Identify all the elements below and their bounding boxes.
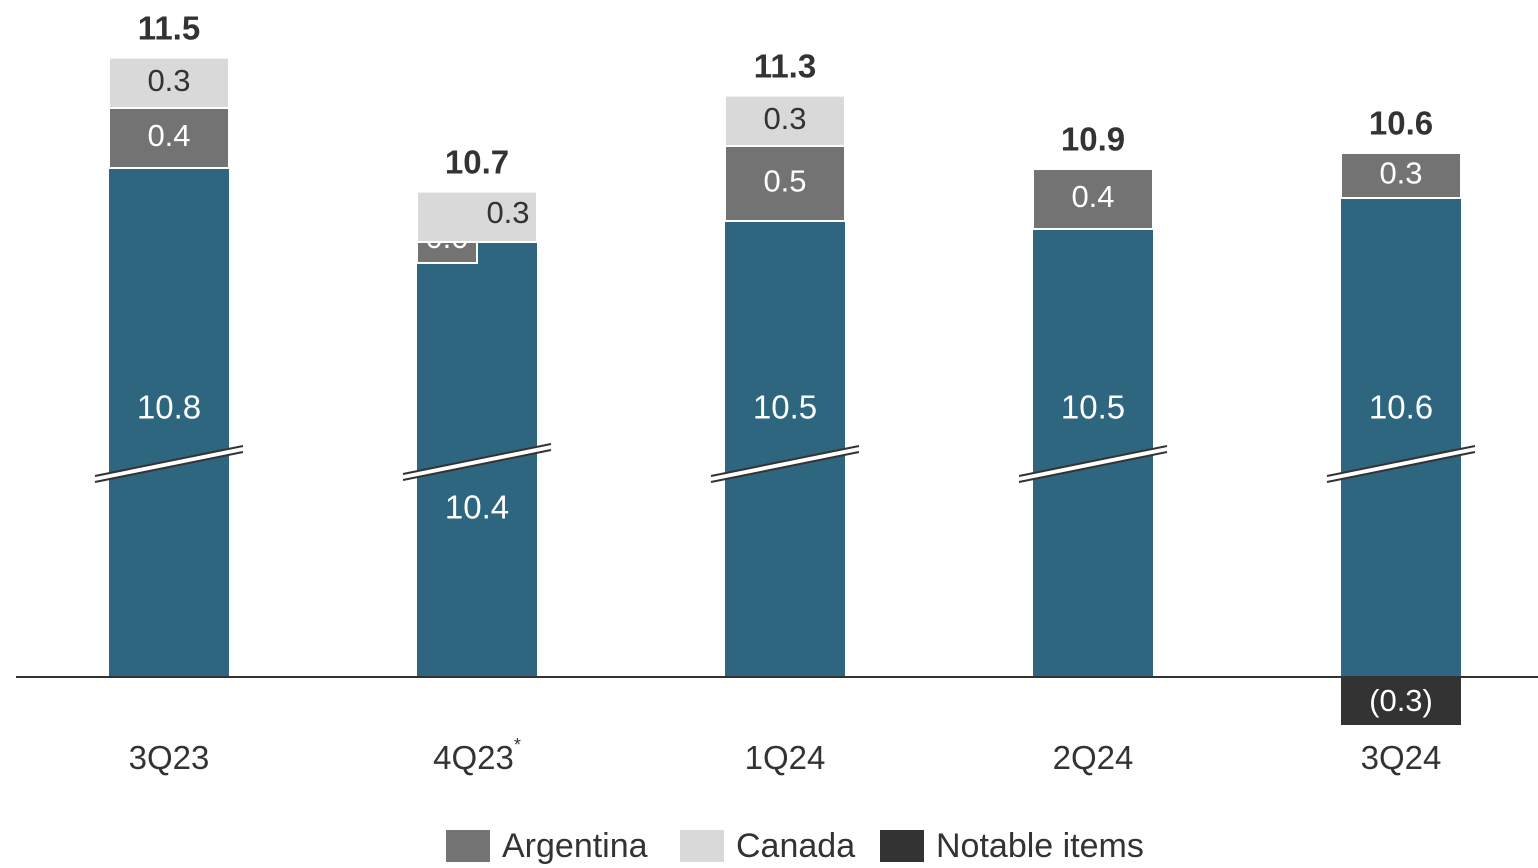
data-label-core-3q23: 10.8 [137, 389, 201, 426]
total-label-3q23: 11.5 [138, 9, 200, 46]
legend-label-argentina: Argentina [502, 826, 648, 865]
data-label-core-1q24: 10.5 [753, 389, 817, 426]
legend-swatch-argentina [446, 830, 490, 862]
bar-core-1q24 [725, 221, 845, 677]
axis-break-gap-2q24 [1019, 446, 1167, 482]
axis-break-line-upper-1q24 [710, 445, 860, 477]
x-tick-label-3q24: 3Q24 [1361, 739, 1442, 776]
axis-break-line-upper-2q24 [1018, 445, 1168, 477]
legend-label-canada: Canada [736, 826, 856, 865]
axis-break-line-upper-4q23 [402, 443, 552, 475]
x-tick-label-3q23: 3Q23 [129, 739, 210, 776]
axis-break-line-upper-3q23 [94, 445, 244, 477]
axis-break-gap-3q24 [1327, 446, 1475, 482]
bar-canada-1q24 [724, 94, 846, 147]
data-label-core-2q24: 10.5 [1061, 389, 1125, 426]
bar-canada-4q23 [416, 190, 538, 244]
axis-break-gap-1q24 [711, 446, 859, 482]
bar-core-3q23 [109, 168, 229, 677]
x-tick-label-1q24: 1Q24 [745, 739, 826, 776]
data-label-canada-4q23: 0.3 [486, 195, 529, 230]
bar-notable-items-3q24 [1341, 677, 1461, 725]
legend-item-notable-items: Notable items [880, 826, 1144, 865]
axis-break-line-lower-4q23 [402, 449, 552, 481]
axis-break-line-lower-1q24 [710, 451, 860, 483]
data-label-notable-items-3q24: (0.3) [1369, 683, 1433, 718]
bar-core-3q24 [1341, 198, 1461, 677]
axis-break-gap-4q23 [403, 444, 551, 480]
bar-canada-3q23 [108, 56, 230, 109]
data-label-core-4q23: 10.4 [445, 489, 509, 526]
axis-break-line-lower-2q24 [1018, 451, 1168, 483]
total-label-2q24: 10.9 [1061, 121, 1125, 158]
data-label-argentina-1q24: 0.5 [763, 164, 806, 199]
axis-break-line-lower-3q23 [94, 451, 244, 483]
bar-argentina-1q24 [724, 145, 846, 222]
axis-break-line-lower-3q24 [1326, 451, 1476, 483]
legend-item-argentina: Argentina [446, 826, 648, 865]
bar-argentina-2q24 [1032, 168, 1154, 230]
data-label-canada-3q23: 0.3 [147, 63, 190, 98]
legend-swatch-canada [680, 830, 724, 862]
axis-break-line-upper-3q24 [1326, 445, 1476, 477]
total-label-1q24: 11.3 [754, 47, 816, 84]
data-label-argentina-3q24: 0.3 [1379, 156, 1422, 191]
data-label-argentina-3q23: 0.4 [147, 118, 190, 153]
data-label-canada-1q24: 0.3 [763, 101, 806, 136]
axis-break-gap-3q23 [95, 446, 243, 482]
total-label-3q24: 10.6 [1369, 105, 1433, 142]
x-tick-label-4q23: 4Q23* [433, 735, 521, 776]
legend-item-canada: Canada [680, 826, 856, 865]
x-tick-label-2q24: 2Q24 [1053, 739, 1134, 776]
data-label-core-3q24: 10.6 [1369, 389, 1433, 426]
bar-argentina-3q23 [108, 107, 230, 169]
data-label-argentina-2q24: 0.4 [1071, 179, 1114, 214]
bar-argentina-3q24 [1340, 152, 1462, 199]
total-label-4q23: 10.7 [445, 143, 509, 180]
legend-swatch-notable-items [880, 830, 924, 862]
legend-label-notable-items: Notable items [936, 826, 1144, 865]
